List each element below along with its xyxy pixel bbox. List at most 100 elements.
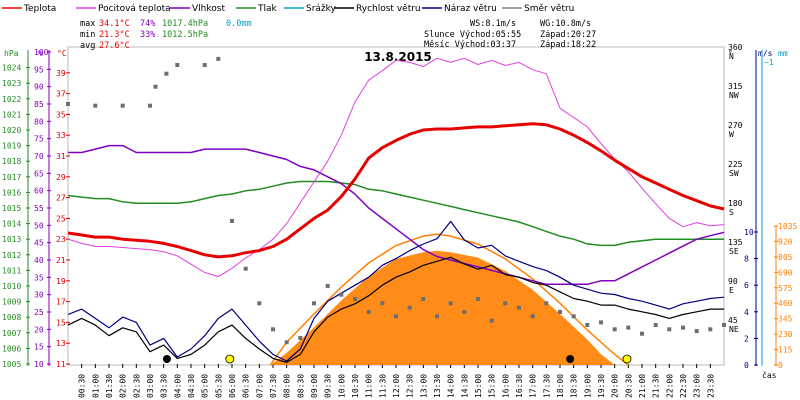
time-tick-label: 02:00: [119, 374, 128, 398]
pressure-tick-label: 1012: [2, 251, 21, 260]
pressure-tick-label: 1013: [2, 235, 21, 244]
temperature-tick-label: 17: [56, 298, 66, 307]
stat-min-humidity: 33%: [140, 30, 155, 40]
direction-cardinal-label: S: [729, 208, 734, 217]
wind-direction-point: [230, 219, 234, 223]
moon-marker: [566, 355, 575, 363]
pressure-tick-label: 1010: [2, 282, 21, 291]
pressure-tick-label: 1023: [2, 79, 21, 88]
time-tick-label: 22:00: [665, 374, 674, 398]
pressure-tick-label: 1005: [2, 360, 21, 369]
wind-direction-point: [366, 310, 371, 314]
time-tick-label: 06:30: [242, 374, 251, 398]
legend-item-rain: Srážky: [284, 4, 337, 14]
stat-max-pressure: 1017.4hPa: [162, 19, 208, 29]
wind-direction-point: [271, 327, 275, 332]
sun-marker: [622, 354, 632, 364]
legend-label-humidity: Vlhkost: [192, 4, 225, 14]
humidity-tick-label: 50: [34, 221, 44, 230]
time-tick-label: 01:30: [105, 374, 114, 398]
stat-avg-label: avg: [80, 41, 95, 51]
wind-direction-point: [626, 325, 631, 330]
axis-unit-hpa: hPa: [4, 49, 19, 58]
info-wind-gust: WG:10.8m/s: [540, 19, 591, 29]
wind-direction-point: [653, 323, 658, 327]
direction-tick-label: 225: [728, 160, 743, 169]
stat-rain-total: 0.0mm: [226, 19, 252, 29]
solar-tick-label: 575: [778, 284, 793, 293]
time-tick-label: 20:00: [611, 374, 620, 398]
time-tick-label: 12:30: [406, 374, 415, 398]
legend-item-wind-gust: Náraz větru: [422, 4, 497, 14]
temperature-tick-label: 33: [56, 131, 66, 140]
time-tick-label: 08:30: [296, 374, 305, 398]
temperature-tick-label: 31: [56, 152, 66, 161]
wind-direction-point: [148, 103, 152, 108]
time-tick-label: 15:30: [488, 374, 497, 398]
legend-label-pressure: Tlak: [257, 4, 278, 14]
solar-tick-label: 345: [778, 315, 793, 324]
stat-min-temp: 21.3°C: [99, 30, 130, 40]
temperature-line: [67, 122, 725, 259]
pressure-tick-label: 1014: [2, 220, 21, 229]
wind-direction-point: [339, 292, 344, 297]
humidity-tick-label: 30: [34, 291, 44, 300]
solar-tick-label: 920: [778, 237, 793, 246]
legend-item-feels-like: Pocitová teplota: [76, 4, 171, 14]
wind-direction-point: [284, 340, 289, 345]
humidity-tick-label: 55: [34, 204, 44, 213]
stat-avg-temp: 27.6°C: [99, 41, 130, 51]
time-tick-label: 02:30: [132, 374, 141, 398]
direction-cardinal-label: NE: [729, 325, 739, 334]
time-tick-label: 09:30: [324, 374, 333, 398]
pressure-ticks: 1005 1006 1007 1008 1009 1010 1011 1012 1013 1014…: [2, 64, 30, 369]
solar-tick-label: 115: [778, 346, 793, 355]
wind-direction-point: [216, 56, 221, 61]
pressure-tick-label: 1007: [2, 329, 21, 338]
wind-direction-point: [585, 323, 590, 327]
direction-cardinal-label: E: [729, 286, 734, 295]
time-tick-label: 21:30: [652, 374, 661, 398]
axis-unit-percent: %: [38, 49, 43, 58]
wind-direction-point: [66, 102, 70, 106]
wind-tick-label: 10: [744, 228, 754, 237]
time-tick-label: 04:30: [187, 374, 196, 398]
wind-direction-point: [612, 327, 617, 332]
direction-tick-label: 90: [728, 277, 738, 286]
legend-label-wind-gust: Náraz větru: [444, 4, 497, 14]
solar-ticks: 0 115 230 345 460 575 690 805 920 1035: [774, 222, 797, 370]
pressure-line: [67, 180, 724, 247]
wind-direction-point: [164, 71, 169, 76]
solar-tick-label: 1035: [778, 222, 797, 231]
wind-direction-point: [571, 314, 576, 319]
solar-tick-label: 460: [778, 299, 793, 308]
wind-direction-point: [257, 301, 262, 306]
stat-min-pressure: 1012.5hPa: [162, 30, 208, 40]
humidity-tick-label: 15: [34, 343, 44, 352]
direction-tick-label: 360: [728, 43, 743, 52]
time-tick-label: 14:30: [460, 374, 469, 398]
wind-direction-point: [353, 297, 357, 301]
pressure-tick-label: 1006: [2, 344, 21, 353]
solar-tick-label: 230: [778, 330, 793, 339]
pressure-tick-label: 1017: [2, 173, 21, 182]
axis-unit-celsius: °C: [57, 49, 67, 58]
humidity-tick-label: 65: [34, 169, 44, 178]
pressure-tick-label: 1024: [2, 64, 21, 73]
series-layer: [66, 56, 726, 366]
legend-item-wind-direction: Směr větru: [502, 4, 574, 14]
wind-direction-point: [681, 325, 685, 330]
wind-direction-point: [722, 323, 726, 327]
direction-tick-label: 270: [728, 121, 743, 130]
wind-direction-point: [476, 297, 480, 301]
wind-direction-point: [489, 318, 494, 323]
wind-direction-point: [503, 301, 508, 306]
wind-speed-line: [67, 256, 724, 363]
wind-tick-label: 4: [744, 308, 749, 317]
legend-label-wind-speed: Rychlost větru: [356, 4, 421, 14]
info-block: WS:8.1m/s WG:10.8m/s Slunce Východ:05:55…: [424, 19, 596, 50]
humidity-tick-label: 40: [34, 256, 44, 265]
stats-block: max 34.1°C 74% 1017.4hPa 0.0mm min 21.3°…: [80, 19, 252, 51]
wind-direction-point: [599, 320, 603, 325]
time-tick-label: 21:00: [638, 374, 647, 398]
